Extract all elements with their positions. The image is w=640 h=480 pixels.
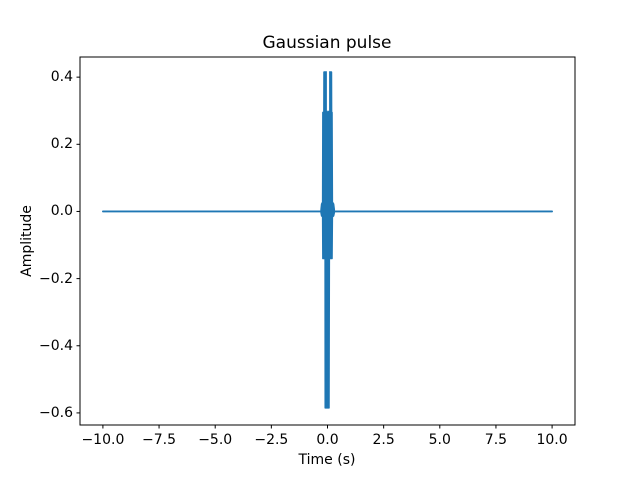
y-tick-label: −0.6 bbox=[39, 404, 73, 421]
x-tick-label: −2.5 bbox=[254, 432, 289, 448]
y-tick-label: −0.2 bbox=[39, 270, 73, 287]
y-tick-label: 0.0 bbox=[50, 203, 73, 220]
x-tick-label: 7.5 bbox=[484, 432, 508, 448]
x-tick-label: −10.0 bbox=[81, 432, 125, 448]
x-tick-label: −5.0 bbox=[198, 432, 233, 448]
chart-title: Gaussian pulse bbox=[262, 33, 392, 53]
x-tick-label: 10.0 bbox=[536, 432, 568, 448]
x-axis-label: Time (s) bbox=[298, 452, 356, 468]
y-tick-label: −0.4 bbox=[39, 337, 73, 354]
x-tick-label: 2.5 bbox=[372, 432, 395, 448]
y-tick-label: 0.2 bbox=[50, 136, 73, 153]
x-tick-label: −7.5 bbox=[142, 432, 177, 448]
x-tick-label: 0.0 bbox=[316, 432, 339, 448]
x-tick-label: 5.0 bbox=[428, 432, 451, 448]
y-tick-label: 0.4 bbox=[50, 69, 73, 86]
pulse-waveform bbox=[320, 71, 336, 409]
